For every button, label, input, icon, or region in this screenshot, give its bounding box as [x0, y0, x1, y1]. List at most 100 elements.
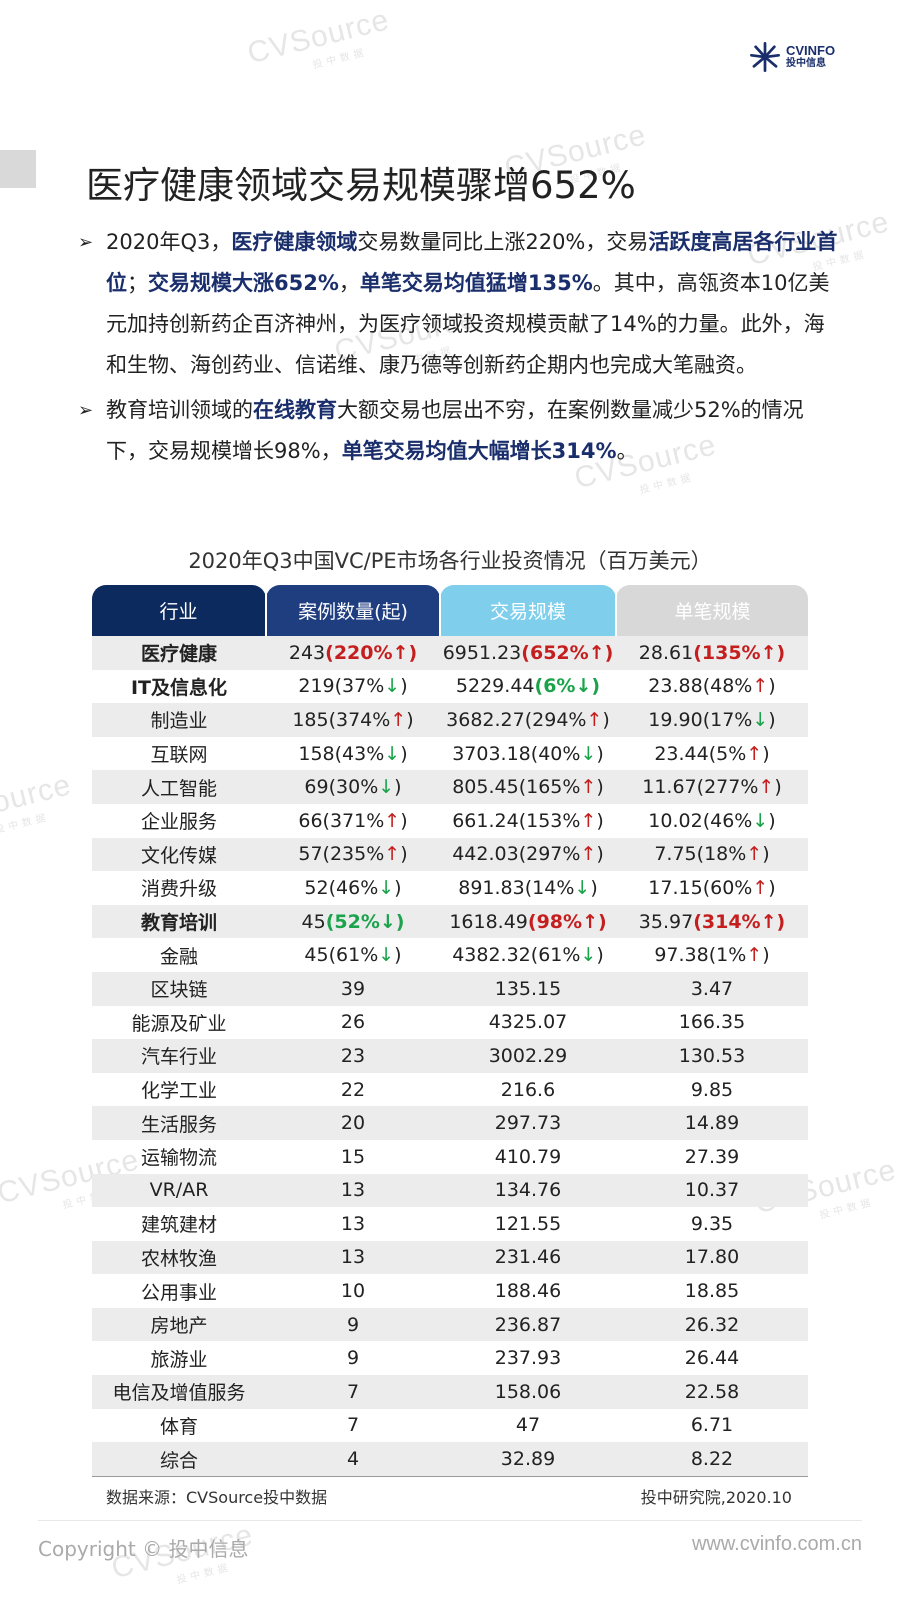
table-row: 消费升级 52(46%↓) 891.83(14%↓) 17.15(60%↑)	[92, 871, 808, 905]
value-cell: 28.61(135%↑)	[616, 636, 808, 670]
cell-value: 10	[340, 1280, 366, 1303]
cell-value: 3.47	[690, 977, 734, 1000]
paren-close: )	[394, 876, 402, 899]
table-row: VR/AR 13 134.76 10.37	[92, 1173, 808, 1208]
cell-value: 661.24	[452, 809, 519, 832]
paren-close: )	[762, 944, 770, 967]
value-cell: 57(235%↑)	[266, 837, 440, 872]
paren-close: )	[406, 708, 414, 731]
paren-open: (	[702, 809, 711, 832]
cell-value: 6.71	[690, 1414, 734, 1437]
arrow-down-icon: ↓	[575, 675, 592, 698]
header-industry: 行业	[92, 585, 266, 636]
cell-value: 158.06	[494, 1380, 562, 1403]
industry-cell: 公用事业	[140, 1281, 217, 1304]
cell-value: 158	[298, 742, 335, 765]
change-percent: 220%	[333, 641, 393, 664]
value-cell: 236.87	[440, 1307, 616, 1342]
arrow-up-icon: ↑	[390, 708, 407, 731]
paren-close: )	[776, 910, 786, 933]
value-cell: 219(37%↓)	[266, 670, 440, 704]
change-wrap: (37%↓)	[335, 675, 408, 697]
bullet-item: ➢ 2020年Q3，医疗健康领域交易数量同比上涨220%，交易活跃度高居各行业首位…	[78, 222, 838, 386]
change-wrap: (294%↑)	[525, 709, 610, 731]
industry-cell: 区块链	[92, 971, 266, 1006]
paren-close: )	[768, 675, 776, 698]
cell-value: 39	[340, 977, 366, 1000]
arrow-down-icon: ↓	[384, 675, 401, 698]
change-percent: 371%	[329, 809, 385, 832]
paren-open: (	[322, 843, 330, 866]
value-cell: 7.75(18%↑)	[616, 837, 808, 872]
paren-open: (	[328, 944, 337, 967]
cell-value: 47	[515, 1414, 541, 1437]
value-cell: 3703.18(40%↓)	[440, 737, 616, 771]
table-row: 农林牧渔 13 231.46 17.80	[92, 1240, 808, 1275]
cell-value: 19.90	[648, 708, 703, 731]
industry-cell: 体育	[159, 1415, 198, 1438]
value-cell: 13	[266, 1173, 440, 1208]
cell-value: 3703.18	[452, 742, 531, 765]
cell-value: 26	[340, 1011, 366, 1034]
table-row: 电信及增值服务 7 158.06 22.58	[92, 1375, 808, 1409]
bullet-arrow-icon: ➢	[78, 232, 94, 253]
bullet-arrow-icon: ➢	[78, 400, 94, 421]
value-cell: 19.90(17%↓)	[616, 703, 808, 737]
paren-close: )	[776, 641, 786, 664]
table-row: 体育 7 47 6.71	[92, 1409, 808, 1443]
cell-value: 4325.07	[488, 1011, 568, 1034]
paren-open: (	[325, 910, 335, 933]
cell-value: 66	[298, 809, 323, 832]
value-cell: 11.67(277%↑)	[616, 770, 808, 804]
paren-open: (	[693, 910, 702, 933]
paren-open: (	[322, 809, 330, 832]
cell-value: 135.15	[494, 977, 562, 1000]
arrow-up-icon: ↑	[586, 708, 603, 731]
value-cell: 158.06	[440, 1375, 616, 1409]
value-cell: 134.76	[440, 1173, 616, 1208]
value-cell: 891.83(14%↓)	[440, 871, 616, 905]
value-cell: 26.32	[616, 1307, 808, 1342]
logo-burst-icon	[750, 42, 780, 72]
value-cell: 237.93	[440, 1341, 616, 1375]
change-wrap: (52%↓)	[326, 911, 405, 933]
paren-open: (	[530, 944, 539, 967]
paren-open: (	[693, 641, 702, 664]
paren-close: )	[762, 843, 770, 866]
value-cell: 26	[266, 1006, 440, 1040]
change-wrap: (61%↓)	[329, 944, 402, 966]
value-cell: 69(30%↓)	[266, 770, 440, 804]
change-percent: 153%	[526, 809, 581, 832]
cell-value: 97.38	[654, 944, 709, 967]
paren-open: (	[534, 675, 544, 698]
change-wrap: (135%↑)	[693, 642, 785, 664]
value-cell: 18.85	[616, 1274, 808, 1308]
value-cell: 3002.29	[440, 1039, 616, 1073]
paren-close: )	[768, 876, 776, 899]
table-row: 建筑建材 13 121.55 9.35	[92, 1207, 808, 1241]
arrow-up-icon: ↑	[746, 843, 763, 866]
change-percent: 6%	[543, 675, 576, 698]
value-cell: 4325.07	[440, 1006, 616, 1040]
paren-close: )	[596, 843, 604, 866]
change-wrap: (220%↑)	[325, 642, 417, 664]
paren-open: (	[696, 843, 705, 866]
change-wrap: (14%↓)	[525, 877, 598, 899]
header-deal-size: 交易规模	[439, 585, 616, 636]
table-row: 企业服务 66(371%↑) 661.24(153%↑) 10.02(46%↓)	[92, 804, 808, 838]
industry-cell: 旅游业	[150, 1348, 208, 1371]
cell-value: 7	[346, 1380, 360, 1403]
value-cell: 22	[266, 1073, 440, 1107]
change-percent: 30%	[336, 776, 379, 799]
paren-close: )	[394, 944, 402, 967]
industry-cell: 互联网	[150, 744, 208, 767]
table-row: 运输物流 15 410.79 27.39	[92, 1140, 808, 1174]
arrow-down-icon: ↓	[580, 742, 597, 765]
body-text: 。其中，高瓴资本10亿美元加持创新药企百济神州，为医疗领域投资规模贡献了14%的…	[106, 271, 830, 377]
arrow-down-icon: ↓	[379, 910, 396, 933]
cell-value: 23	[340, 1044, 366, 1067]
value-cell: 4382.32(61%↓)	[440, 938, 616, 972]
change-percent: 37%	[342, 675, 385, 698]
change-wrap: (98%↑)	[528, 911, 607, 933]
change-wrap: (1%↑)	[709, 944, 770, 966]
